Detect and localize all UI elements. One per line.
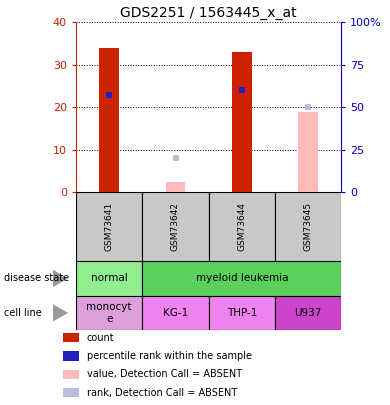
Text: GSM73644: GSM73644	[237, 202, 246, 251]
Bar	[99, 48, 119, 192]
Bar	[63, 333, 80, 342]
Text: disease state: disease state	[4, 273, 69, 283]
Bar	[76, 261, 142, 296]
Polygon shape	[53, 270, 68, 287]
Bar	[275, 192, 341, 261]
Text: KG-1: KG-1	[163, 308, 188, 318]
Bar	[165, 182, 185, 192]
Text: normal: normal	[91, 273, 128, 283]
Bar	[63, 370, 80, 379]
Bar	[275, 296, 341, 330]
Bar	[209, 192, 275, 261]
Text: myeloid leukemia: myeloid leukemia	[195, 273, 288, 283]
Bar	[209, 296, 275, 330]
Text: percentile rank within the sample: percentile rank within the sample	[87, 351, 252, 361]
Bar	[142, 261, 341, 296]
Bar	[142, 192, 209, 261]
Bar	[63, 388, 80, 397]
Text: value, Detection Call = ABSENT: value, Detection Call = ABSENT	[87, 369, 242, 379]
Text: monocyt
e: monocyt e	[87, 302, 132, 324]
Bar	[232, 52, 252, 192]
Polygon shape	[53, 304, 68, 322]
Text: count: count	[87, 333, 115, 343]
Bar	[142, 296, 209, 330]
Text: GSM73645: GSM73645	[303, 202, 313, 252]
Bar	[298, 111, 318, 192]
Bar	[76, 192, 142, 261]
Text: GSM73642: GSM73642	[171, 202, 180, 251]
Text: GSM73641: GSM73641	[105, 202, 114, 252]
Text: U937: U937	[294, 308, 322, 318]
Text: cell line: cell line	[4, 308, 42, 318]
Title: GDS2251 / 1563445_x_at: GDS2251 / 1563445_x_at	[121, 6, 297, 20]
Text: rank, Detection Call = ABSENT: rank, Detection Call = ABSENT	[87, 388, 237, 398]
Bar	[76, 296, 142, 330]
Bar	[63, 351, 80, 360]
Text: THP-1: THP-1	[227, 308, 257, 318]
